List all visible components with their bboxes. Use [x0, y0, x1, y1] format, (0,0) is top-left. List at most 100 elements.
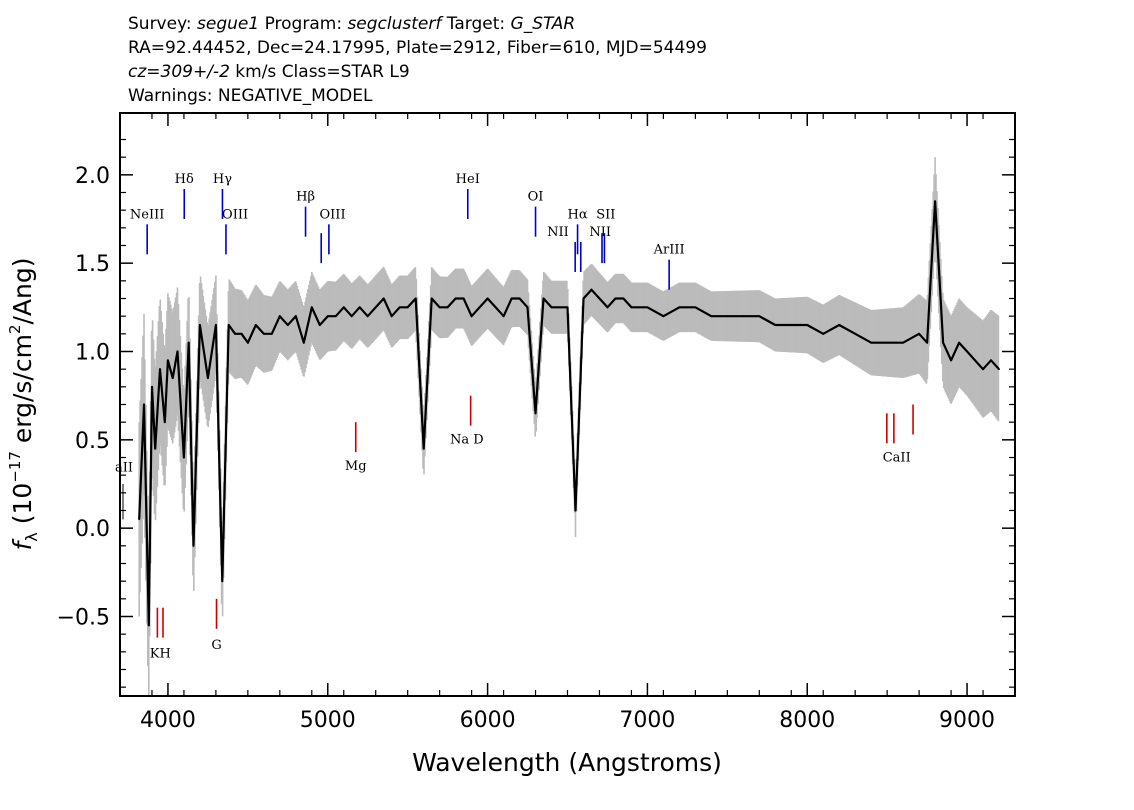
emission-line-label: HeI	[456, 172, 480, 187]
flux-point	[470, 315, 473, 318]
flux-point	[918, 332, 920, 335]
flux-point	[163, 421, 166, 424]
flux-point	[262, 332, 265, 335]
flux-point	[221, 580, 224, 583]
flux-point	[151, 385, 153, 388]
warnings-line: Warnings: NEGATIVE_MODEL	[128, 86, 373, 106]
flux-layer	[138, 200, 1000, 627]
flux-series-line	[138, 200, 1000, 627]
emission-line-label: OIII	[320, 207, 346, 222]
y-label-sub: λ	[22, 532, 41, 541]
flux-point	[294, 315, 297, 318]
emission-line-label: Hγ	[213, 172, 232, 187]
flux-point	[502, 315, 505, 318]
flux-point	[374, 306, 377, 309]
absorption-line-label: Na D	[450, 433, 484, 448]
emission-line-label: Hδ	[175, 172, 194, 187]
flux-point	[334, 315, 337, 318]
flux-point	[478, 306, 481, 309]
flux-point	[614, 297, 617, 300]
absorption-line-label: G	[211, 638, 221, 653]
flux-point	[138, 518, 141, 521]
flux-point	[342, 306, 345, 309]
flux-point	[694, 306, 697, 309]
flux-point	[171, 377, 174, 379]
flux-point	[774, 324, 777, 326]
flux-point	[215, 324, 217, 326]
flux-point	[534, 412, 537, 415]
absorption-line-label: KH	[150, 647, 171, 662]
flux-point	[646, 306, 649, 309]
y-label-mid: erg/s/cm	[8, 334, 37, 451]
flux-point	[926, 341, 928, 344]
emission-line-label: ArIII	[653, 243, 685, 258]
y-label-post: /Ang)	[8, 257, 37, 324]
flux-point	[518, 297, 521, 300]
redshift-line: cz=309+/-2 km/s Class=STAR L9	[128, 60, 1028, 84]
flux-point	[582, 297, 585, 300]
flux-point	[998, 368, 1000, 371]
flux-point	[638, 306, 641, 309]
flux-point	[710, 315, 713, 318]
y-axis-label: fλ (10−17 erg/s/cm2/Ang)	[6, 257, 41, 550]
flux-point	[966, 350, 968, 353]
flux-point	[486, 297, 489, 300]
emission-line-label: NeIII	[130, 207, 164, 222]
x-tick-label: 7000	[619, 708, 675, 733]
flux-point	[726, 315, 729, 318]
emission-line-label: NII	[589, 225, 611, 240]
flux-point	[494, 306, 497, 309]
flux-point	[622, 297, 625, 300]
absorption-line-label: Mg	[345, 459, 367, 474]
flux-point	[270, 332, 273, 335]
flux-point	[302, 341, 305, 344]
flux-point	[958, 341, 960, 344]
flux-point	[187, 341, 190, 344]
target-value: G_STAR	[510, 14, 576, 34]
absorption-line-label: CaII	[883, 450, 911, 465]
flux-point	[790, 324, 793, 326]
program-prefix: Program:	[259, 14, 348, 34]
flux-point	[278, 315, 281, 318]
x-axis-label: Wavelength (Angstroms)	[412, 748, 722, 777]
flux-point	[566, 306, 569, 309]
flux-point	[147, 624, 150, 627]
target-prefix: Target:	[441, 14, 511, 34]
flux-point	[310, 306, 313, 309]
flux-point	[183, 456, 185, 459]
flux-point	[854, 332, 857, 335]
flux-point	[822, 332, 825, 335]
flux-point	[234, 332, 237, 335]
flux-point	[326, 315, 329, 318]
flux-point	[430, 297, 433, 300]
flux-point	[366, 315, 369, 318]
flux-point	[982, 368, 984, 371]
flux-point	[662, 315, 665, 318]
flux-point	[318, 324, 321, 326]
flux-point	[446, 306, 449, 309]
flux-point	[942, 341, 944, 344]
flux-point	[254, 324, 257, 326]
flux-point	[526, 306, 529, 309]
flux-point	[414, 297, 417, 300]
flux-point	[398, 306, 401, 309]
program-value: segclusterf	[347, 14, 442, 34]
emission-line-label: SII	[596, 207, 615, 222]
svg-text:fλ (10−17 erg/s/cm2/Ang): fλ (10−17 erg/s/cm2/Ang)	[6, 257, 41, 550]
coordinates-line: RA=92.44452, Dec=24.17995, Plate=2912, F…	[128, 38, 707, 58]
spectrum-header: Survey: segue1 Program: segclusterf Targ…	[128, 12, 1028, 108]
flux-point	[558, 306, 561, 309]
flux-point	[742, 315, 745, 318]
flux-point	[422, 447, 425, 450]
flux-point	[574, 509, 577, 512]
class-text: km/s Class=STAR L9	[229, 62, 410, 82]
flux-point	[350, 315, 353, 318]
y-label-pre: (10	[8, 483, 37, 533]
survey-prefix: Survey:	[128, 14, 198, 34]
flux-point	[382, 297, 385, 300]
flux-point	[192, 544, 195, 547]
flux-point	[838, 324, 841, 326]
flux-point	[207, 377, 209, 379]
noise-layer	[138, 157, 1000, 695]
emission-line-label: NII	[547, 225, 569, 240]
